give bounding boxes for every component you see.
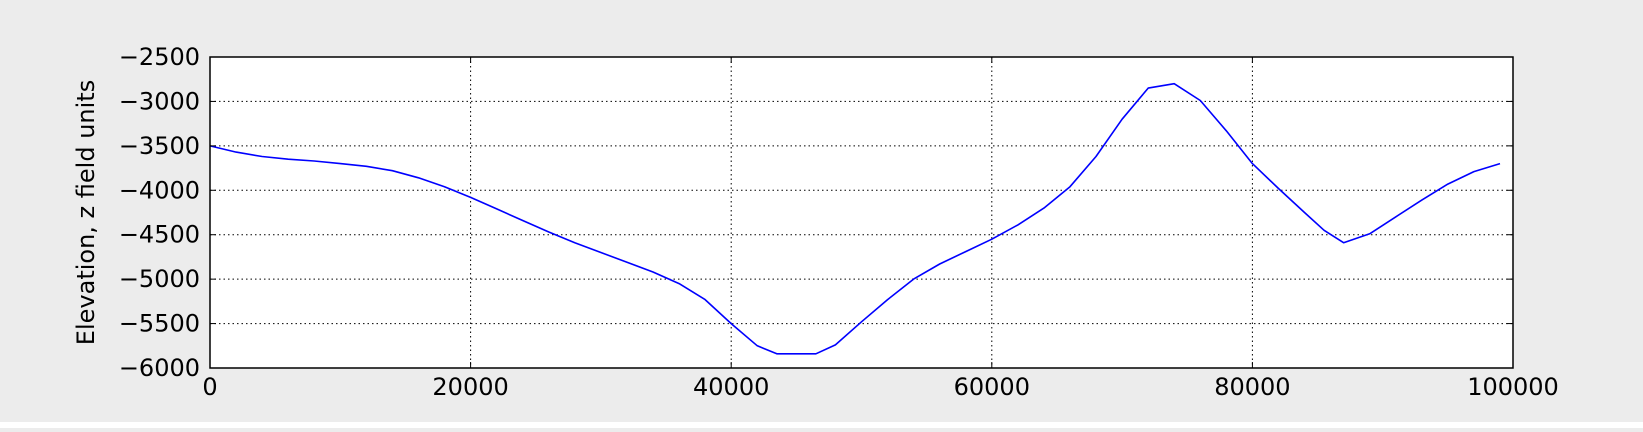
window-bottom-strip <box>0 422 1643 428</box>
plot-background <box>210 57 1513 368</box>
y-tick-label: −6000 <box>119 354 200 382</box>
plot-frame <box>209 56 1514 369</box>
grid <box>210 57 1513 368</box>
ticks <box>209 56 1514 369</box>
y-tick-label: −4500 <box>119 221 200 249</box>
x-tick-label: 40000 <box>693 373 769 401</box>
x-tick-label: 80000 <box>1214 373 1290 401</box>
y-tick-label: −4000 <box>119 176 200 204</box>
y-tick-label: −3500 <box>119 132 200 160</box>
y-tick-label: −5500 <box>119 310 200 338</box>
x-tick-label: 100000 <box>1467 373 1559 401</box>
x-tick-label: 20000 <box>432 373 508 401</box>
x-tick-label: 0 <box>202 373 217 401</box>
y-axis-label: Elevation, z field units <box>72 80 100 345</box>
x-tick-label: 60000 <box>954 373 1030 401</box>
y-tick-label: −3000 <box>119 87 200 115</box>
y-tick-label: −2500 <box>119 43 200 71</box>
elevation-line <box>209 82 1501 355</box>
series-layer <box>209 82 1501 355</box>
x-tick-labels: 0 20000 40000 60000 80000 100000 <box>202 373 1558 401</box>
y-tick-labels: −2500 −3000 −3500 −4000 −4500 −5000 −5500 −6000 <box>119 43 200 382</box>
y-tick-label: −5000 <box>119 265 200 293</box>
